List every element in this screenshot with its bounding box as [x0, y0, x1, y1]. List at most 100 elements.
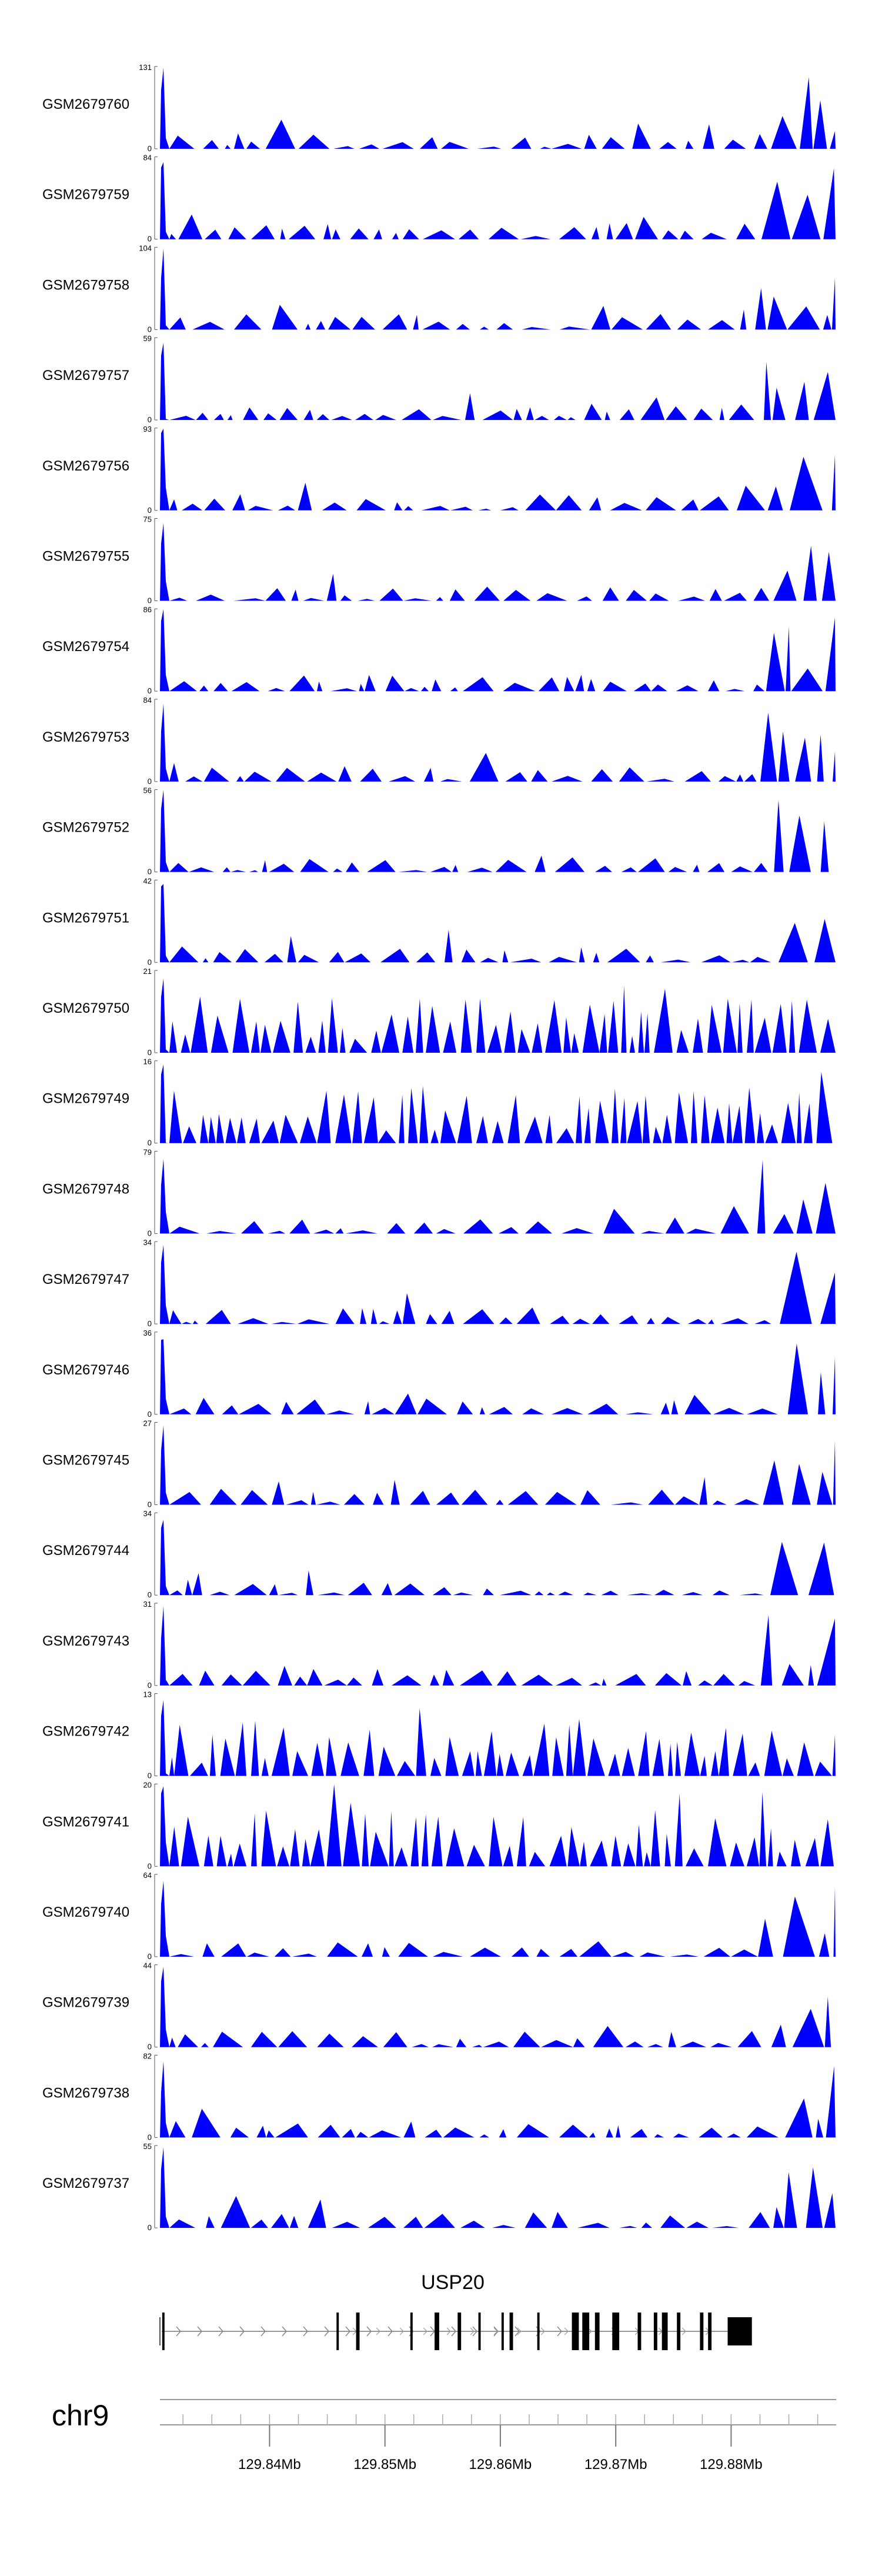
track-ymin-label: 0 [148, 144, 152, 153]
track-label: GSM2679743 [42, 1633, 129, 1649]
track-ymax-label: 36 [143, 1329, 152, 1337]
track-ymax-label: 104 [139, 243, 152, 252]
track-GSM2679757: GSM2679757 59 0 [42, 334, 836, 424]
exon [727, 2317, 752, 2345]
strand-arrow [564, 2327, 569, 2335]
track-ymin-label: 0 [148, 2133, 152, 2141]
track-ymin-label: 0 [148, 1771, 152, 1780]
strand-arrow [472, 2326, 477, 2337]
strand-arrow [387, 2326, 393, 2337]
strand-arrow [557, 2326, 562, 2337]
track-GSM2679753: GSM2679753 84 0 [42, 696, 836, 786]
strand-arrow [430, 2326, 435, 2337]
track-ymax-label: 31 [143, 1600, 152, 1609]
coverage-area [160, 342, 836, 421]
exon [582, 2313, 590, 2350]
track-GSM2679747: GSM2679747 34 0 [42, 1238, 836, 1328]
exon-blocks [162, 2313, 752, 2350]
strand-arrow [446, 2327, 451, 2335]
strand-arrow [451, 2326, 456, 2337]
track-GSM2679740: GSM2679740 64 0 [42, 1871, 836, 1961]
coverage-area [160, 1967, 836, 2047]
track-ymin-label: 0 [148, 1861, 152, 1870]
track-ymax-label: 56 [143, 786, 152, 795]
track-label: GSM2679758 [42, 277, 129, 293]
track-label: GSM2679744 [42, 1543, 129, 1559]
coverage-area [160, 1244, 836, 1324]
track-ymin-label: 0 [148, 1681, 152, 1690]
track-label: GSM2679739 [42, 1995, 129, 2011]
strand-arrow [176, 2326, 181, 2337]
track-label: GSM2679751 [42, 910, 129, 926]
track-GSM2679748: GSM2679748 79 0 [42, 1147, 836, 1237]
genome-axis: 129.84Mb 129.85Mb 129.86Mb 129.87Mb 129.88Mb [160, 2414, 836, 2472]
exon [537, 2313, 540, 2350]
strand-arrow [517, 2327, 522, 2335]
track-ymin-label: 0 [148, 957, 152, 966]
track-GSM2679739: GSM2679739 44 0 [42, 1961, 836, 2051]
track-label: GSM2679752 [42, 820, 129, 836]
track-ymin-label: 0 [148, 777, 152, 786]
track-ymin-label: 0 [148, 506, 152, 515]
track-GSM2679737: GSM2679737 55 0 [42, 2142, 836, 2232]
track-ymax-label: 75 [143, 515, 152, 524]
strand-arrow [493, 2326, 499, 2337]
exon [478, 2313, 481, 2350]
track-ymax-label: 93 [143, 425, 152, 433]
track-label: GSM2679754 [42, 639, 129, 655]
coverage-area [160, 1784, 836, 1867]
strand-arrow [423, 2327, 427, 2335]
coverage-area [160, 523, 836, 601]
track-ymin-label: 0 [148, 596, 152, 605]
track-GSM2679760: GSM2679760 131 0 [42, 63, 836, 153]
coverage-tracks: GSM26797601310GSM2679759840GSM2679758104… [42, 63, 836, 2232]
track-label: GSM2679745 [42, 1453, 129, 1469]
track-ymax-label: 13 [143, 1690, 152, 1699]
track-ymin-label: 0 [148, 1590, 152, 1599]
coverage-area [160, 1425, 836, 1505]
track-ymax-label: 44 [143, 1961, 152, 1970]
exon [677, 2313, 681, 2350]
track-ymax-label: 21 [143, 967, 152, 976]
track-ymin-label: 0 [148, 1952, 152, 1961]
track-ymin-label: 0 [148, 1229, 152, 1237]
strand-arrow [514, 2326, 520, 2337]
track-ymax-label: 84 [143, 154, 152, 162]
exon [501, 2313, 504, 2350]
track-ymax-label: 131 [139, 63, 152, 72]
track-ymin-label: 0 [148, 686, 152, 695]
track-GSM2679751: GSM2679751 42 0 [42, 876, 836, 966]
track-ymax-label: 20 [143, 1780, 152, 1789]
exon [594, 2313, 600, 2350]
strand-arrow [366, 2326, 372, 2337]
track-ymin-label: 0 [148, 1139, 152, 1147]
axis-tick-label: 129.86Mb [469, 2457, 532, 2472]
track-ymin-label: 0 [148, 1410, 152, 1419]
exon [509, 2313, 513, 2350]
axis-tick-label: 129.85Mb [353, 2457, 416, 2472]
track-label: GSM2679740 [42, 1904, 129, 1920]
exon [410, 2313, 413, 2350]
track-ymax-label: 42 [143, 876, 152, 885]
gene-label: USP20 [421, 2271, 485, 2294]
track-GSM2679749: GSM2679749 16 0 [42, 1057, 836, 1147]
axis-tick-label: 129.87Mb [584, 2457, 647, 2472]
strand-arrow [239, 2326, 245, 2337]
coverage-area [160, 1700, 836, 1776]
track-ymax-label: 27 [143, 1419, 152, 1428]
track-label: GSM2679755 [42, 549, 129, 565]
coverage-area [160, 2061, 836, 2138]
track-GSM2679750: GSM2679750 21 0 [42, 967, 836, 1057]
coverage-area [160, 1880, 836, 1957]
exon [700, 2313, 704, 2350]
track-ymin-label: 0 [148, 2223, 152, 2232]
track-GSM2679752: GSM2679752 56 0 [42, 786, 836, 876]
track-ymin-label: 0 [148, 1500, 152, 1509]
track-GSM2679755: GSM2679755 75 0 [42, 515, 836, 605]
track-label: GSM2679756 [42, 458, 129, 474]
coverage-area [160, 884, 836, 963]
track-label: GSM2679759 [42, 187, 129, 203]
strand-arrow [324, 2326, 329, 2337]
exon [653, 2313, 657, 2350]
